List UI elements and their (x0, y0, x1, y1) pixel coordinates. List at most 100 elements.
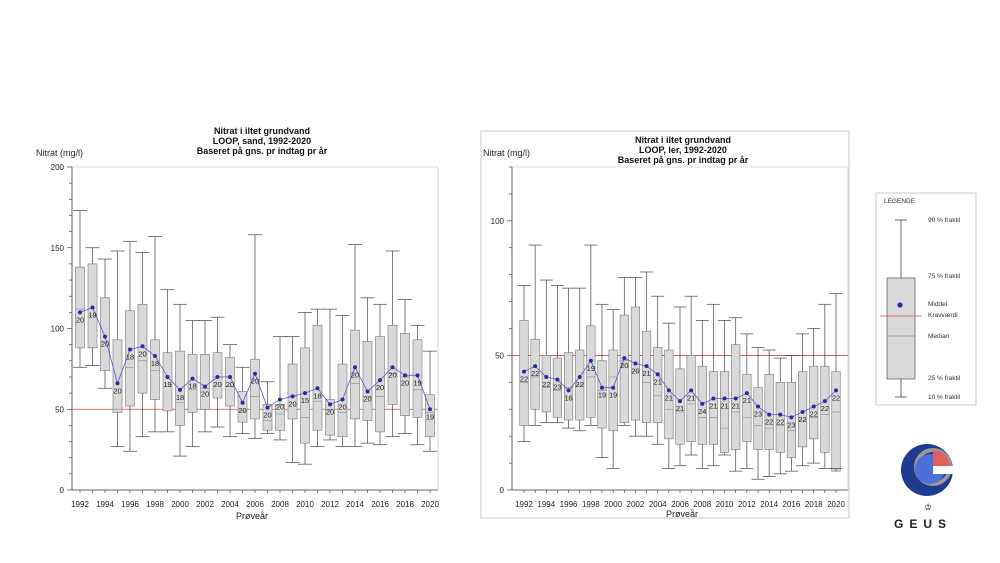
c1-x-tick-label: 1994 (96, 500, 114, 509)
c2-mean-point (689, 388, 694, 393)
c2-count-label: 22 (832, 393, 840, 402)
c2-count-label: 21 (654, 377, 662, 386)
c1-x-tick-label: 1996 (121, 500, 139, 509)
c2-x-tick-label: 2004 (649, 500, 667, 509)
c1-x-tick-label: 2006 (246, 500, 264, 509)
c1-box (387, 324, 398, 405)
c1-count-label: 20 (113, 386, 121, 395)
chart1-ylabel: Nitrat (mg/l) (36, 148, 83, 158)
c2-mean-point (644, 364, 649, 369)
c2-count-label: 21 (642, 369, 650, 378)
c2-mean-point (622, 356, 627, 361)
c1-mean-point (290, 394, 295, 399)
legend-box (886, 277, 916, 380)
c1-count-label: 20 (351, 370, 359, 379)
c2-mean-point (789, 415, 794, 420)
c2-box (720, 371, 730, 453)
c2-mean-point (544, 374, 549, 379)
c1-mean-point (265, 405, 270, 410)
c1-box (287, 363, 298, 420)
c2-box (809, 365, 819, 440)
c1-count-label: 20 (288, 399, 296, 408)
c2-count-label: 21 (687, 393, 695, 402)
c1-mean-point (253, 371, 257, 376)
c2-mean-point (834, 388, 838, 393)
chart2-title-line3: Baseret på gns. pr indtag pr år (618, 155, 749, 165)
legend-threshold-label: Kravværdi (928, 312, 958, 319)
c2-count-label: 21 (720, 401, 728, 410)
c2-count-label: 21 (743, 396, 751, 405)
c1-count-label: 20 (101, 340, 109, 349)
c2-count-label: 21 (732, 401, 740, 410)
c2-mean-point (577, 374, 582, 379)
c2-mean-point (666, 388, 671, 393)
chart2-ylabel: Nitrat (mg/l) (483, 148, 530, 158)
chart2-plot: 0 50 100 1992 1994 1996 1998 2000 2002 2004 2006 20… (491, 166, 849, 509)
c1-count-label: 20 (401, 378, 409, 387)
legend-p25-label: 25 % fraktil (928, 375, 961, 382)
c1-count-label: 20 (326, 407, 334, 416)
c1-mean-point (228, 374, 232, 379)
c1-box (137, 303, 148, 394)
c1-count-label: 19 (413, 378, 421, 387)
c1-box (75, 266, 85, 349)
c2-count-label: 22 (765, 418, 773, 427)
c1-mean-point (303, 391, 307, 396)
c1-count-label: 19 (88, 311, 96, 320)
c2-count-label: 21 (676, 404, 684, 413)
chart1-xlabel: Prøveår (236, 511, 268, 521)
c1-y-tick-label: 200 (51, 163, 65, 172)
chart2-title-line1: Nitrat i iltet grundvand (635, 135, 731, 145)
c1-box (412, 339, 423, 418)
c1-y-tick-label: 0 (60, 486, 65, 495)
c2-box (541, 355, 551, 413)
c1-x-tick-label: 2008 (271, 500, 289, 509)
c2-count-label: 22 (798, 415, 806, 424)
c1-y-tick-label: 50 (55, 405, 64, 414)
c2-x-tick-label: 2008 (693, 500, 711, 509)
c2-count-label: 21 (665, 393, 673, 402)
chart1-plot: 0 50 100 150 200 1992 1994 1996 1998 2000 2002 2004… (51, 163, 440, 509)
c2-x-tick-label: 2016 (783, 500, 801, 509)
c1-x-tick-label: 2018 (396, 500, 414, 509)
c2-box (798, 371, 808, 448)
legend-p90-label: 90 % fraktil (928, 217, 961, 224)
c1-mean-point (128, 347, 132, 352)
c1-mean-point (140, 344, 145, 349)
c1-count-label: 20 (238, 406, 246, 415)
c2-mean-point (811, 404, 816, 409)
c2-x-tick-label: 1998 (582, 500, 600, 509)
c1-count-label: 19 (426, 412, 434, 421)
c1-mean-point (278, 397, 282, 402)
c2-x-tick-label: 1994 (537, 500, 555, 509)
c2-count-label: 22 (531, 369, 539, 378)
c1-mean-point (190, 376, 195, 381)
c1-count-label: 18 (151, 359, 159, 368)
c2-x-tick-label: 2010 (716, 500, 734, 509)
c2-mean-point (678, 399, 682, 404)
c2-x-tick-label: 2018 (805, 500, 823, 509)
c2-count-label: 22 (810, 410, 818, 419)
c2-mean-point (700, 401, 705, 406)
c1-x-tick-label: 2020 (421, 500, 439, 509)
legend-title: LEGENDE (884, 198, 916, 205)
c1-x-tick-label: 2012 (321, 500, 339, 509)
chart1-title-line3: Baseret på gns. pr indtag pr år (197, 146, 328, 156)
c2-mean-point (588, 358, 593, 363)
chart1-title-line1: Nitrat i iltet grundvand (214, 126, 310, 136)
c1-mean-point (203, 384, 207, 389)
c2-count-label: 24 (698, 407, 706, 416)
c1-count-label: 20 (226, 380, 234, 389)
c2-count-label: 20 (620, 361, 628, 370)
c2-count-label: 22 (776, 418, 784, 427)
c1-count-label: 20 (263, 411, 271, 420)
c1-count-label: 20 (251, 377, 259, 386)
c1-box (362, 341, 373, 421)
c2-count-label: 16 (564, 393, 572, 402)
c2-mean-point (756, 404, 760, 409)
c1-mean-point (90, 305, 95, 310)
c1-x-tick-label: 2016 (371, 500, 389, 509)
c2-count-label: 23 (754, 410, 762, 419)
c1-box (112, 339, 123, 413)
